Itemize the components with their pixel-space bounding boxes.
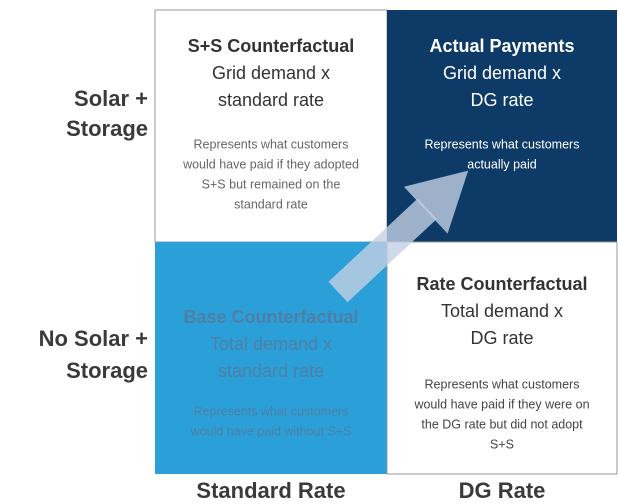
row-label: Storage	[66, 358, 148, 383]
quadrant-title: S+S Counterfactual	[188, 36, 355, 56]
quadrant-formula: Grid demand x	[443, 63, 561, 83]
quadrant-formula: DG rate	[470, 90, 533, 110]
quadrant-description: S+S but remained on the	[202, 177, 341, 191]
quadrant-title: Rate Counterfactual	[416, 274, 587, 294]
quadrant-formula: DG rate	[470, 328, 533, 348]
quadrant-description: would have paid if they adopted	[182, 157, 359, 171]
quadrant-description: Represents what customers	[425, 137, 580, 151]
arrow	[328, 170, 469, 303]
quadrant-description: standard rate	[234, 197, 308, 211]
arrow-shaft	[328, 198, 437, 303]
column-label: Standard Rate	[196, 478, 345, 503]
quadrant-description: Represents what customers	[194, 404, 349, 418]
quadrant-description: S+S	[490, 437, 514, 451]
quadrant-formula: Grid demand x	[212, 63, 330, 83]
quadrant-description: Represents what customers	[425, 377, 580, 391]
quadrant-title: Base Counterfactual	[183, 307, 358, 327]
row-label: Storage	[66, 116, 148, 141]
quadrant-tl	[154, 9, 388, 243]
quadrant-formula: standard rate	[218, 90, 324, 110]
quadrant-formula: standard rate	[218, 361, 324, 381]
row-label: No Solar +	[39, 326, 148, 351]
arrow-head	[403, 170, 469, 234]
quadrant-description: would have paid if they were on	[413, 397, 589, 411]
texts: Solar + Storage No Solar + Storage Standard …	[39, 36, 590, 503]
quadrant-br	[386, 241, 618, 475]
quadrant-title: Actual Payments	[429, 36, 574, 56]
quadrant-formula: Total demand x	[210, 334, 332, 354]
column-label: DG Rate	[459, 478, 546, 503]
quadrant-formula: Total demand x	[441, 301, 563, 321]
quadrant-description: Represents what customers	[194, 137, 349, 151]
row-label: Solar +	[74, 86, 148, 111]
quadrant-description: actually paid	[467, 157, 537, 171]
quadrant-description: would have paid without S+S	[190, 424, 352, 438]
quadrant-description: the DG rate but did not adopt	[421, 417, 583, 431]
